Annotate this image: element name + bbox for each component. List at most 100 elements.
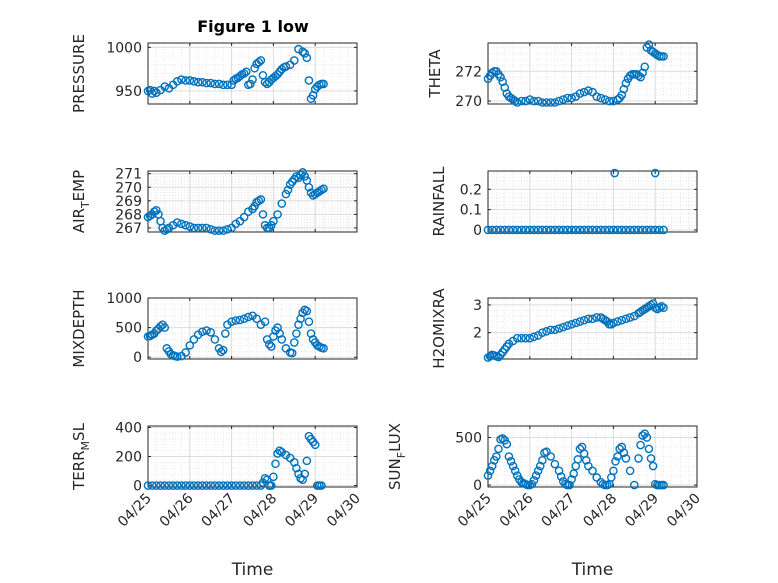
data-point (638, 225, 647, 235)
data-point (319, 79, 328, 89)
data-point (492, 225, 501, 235)
data-point (294, 469, 303, 479)
data-point (650, 168, 660, 178)
data-point (202, 223, 211, 233)
data-point (521, 96, 530, 106)
data-point (525, 225, 535, 235)
x-tick-label: 04/26 (497, 490, 537, 530)
data-point (248, 481, 257, 490)
data-point (218, 80, 228, 90)
data-point (264, 339, 274, 349)
data-point (642, 225, 652, 235)
data-point (510, 466, 520, 476)
data-point (269, 216, 278, 226)
data-point (567, 225, 576, 235)
data-point (239, 314, 249, 324)
data-point (542, 326, 551, 336)
data-point (494, 352, 503, 362)
data-point (206, 78, 215, 88)
data-point (218, 345, 228, 355)
data-point (206, 224, 215, 234)
axes-box (147, 297, 358, 360)
y-axis-label: THETA (426, 49, 444, 99)
data-point (260, 473, 270, 483)
y-tick-label: 1000 (106, 40, 142, 56)
data-point (517, 225, 526, 235)
data-point (304, 182, 314, 192)
data-point (483, 225, 493, 235)
data-point (533, 225, 543, 235)
data-point (164, 481, 174, 490)
x-tick-label: 04/25 (455, 491, 495, 531)
data-point (267, 342, 276, 351)
y-tick-label: 269 (115, 194, 142, 210)
y-tick-label: 0 (133, 479, 142, 495)
data-point (198, 327, 207, 337)
data-point (300, 469, 310, 479)
data-point (152, 206, 161, 215)
data-point (569, 469, 578, 478)
data-point (517, 333, 526, 343)
data-point (588, 466, 597, 476)
data-point (185, 341, 195, 350)
data-point (625, 313, 635, 322)
data-point (177, 219, 186, 229)
data-point (650, 225, 660, 235)
x-tick-label: 04/30 (664, 491, 704, 531)
data-point (571, 318, 581, 328)
data-point (273, 70, 282, 79)
y-tick-label: 2 (473, 326, 482, 342)
data-point (214, 226, 224, 235)
data-point (529, 96, 539, 106)
subplot-sun-flux: 0 500 04/25 04/26 04/27 04/28 04/29 04/30 Time SU… (386, 423, 704, 580)
data-point (579, 315, 589, 325)
data-point (189, 77, 199, 86)
data-point (525, 95, 535, 104)
data-point (152, 481, 161, 490)
data-point (596, 225, 606, 235)
data-point (252, 314, 261, 324)
data-point (160, 82, 170, 91)
data-point (302, 456, 312, 466)
subplot-terr-msl: 0 200 400 04/25 04/26 04/27 04/28 04/29 04/30 Tim… (70, 420, 364, 580)
data-point (554, 324, 564, 333)
data-point (634, 454, 643, 463)
data-point (512, 225, 522, 235)
axes-box (147, 170, 358, 233)
y-axis-label: AIRTEMP (70, 170, 92, 233)
data-point (202, 481, 211, 490)
data-point (546, 452, 556, 461)
x-tick-label: 04/27 (199, 491, 239, 531)
data-point (210, 226, 220, 235)
data-point (646, 454, 656, 463)
data-point (650, 303, 660, 313)
data-point (584, 314, 593, 324)
data-point (646, 225, 656, 235)
data-point (317, 185, 326, 195)
data-point (172, 481, 182, 490)
subplot-pressure: 950 1000 PRESSURE (70, 34, 358, 113)
data-point (256, 195, 266, 204)
data-point (600, 225, 610, 235)
y-tick-label: 271 (115, 167, 142, 183)
data-point (172, 77, 182, 86)
data-point (581, 456, 591, 465)
axes-box (487, 297, 698, 360)
series-markers (143, 168, 328, 235)
data-point (147, 481, 157, 490)
y-tick-label: 267 (115, 221, 142, 237)
series-markers (143, 305, 328, 361)
data-point (227, 80, 236, 90)
data-point (613, 225, 622, 235)
data-point (496, 72, 505, 82)
y-tick-label: 0 (473, 478, 482, 494)
data-point (521, 333, 530, 343)
data-point (189, 223, 199, 233)
data-point (600, 95, 610, 104)
data-point (269, 472, 278, 482)
data-point (584, 461, 593, 471)
data-point (592, 225, 601, 235)
data-point (533, 466, 543, 476)
